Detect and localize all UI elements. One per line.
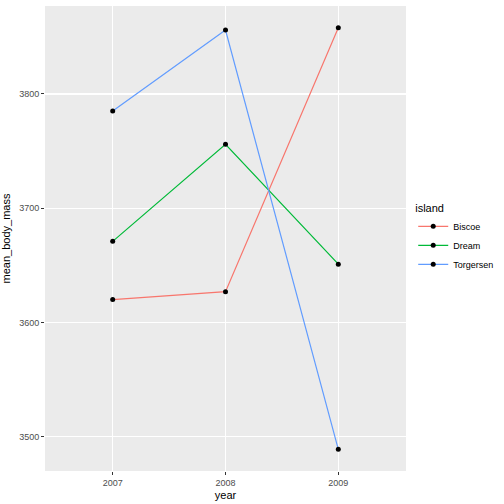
svg-text:2008: 2008 <box>215 478 235 488</box>
svg-text:Biscoe: Biscoe <box>453 222 480 232</box>
svg-text:mean_body_mass: mean_body_mass <box>0 193 12 283</box>
svg-text:3700: 3700 <box>19 203 39 213</box>
svg-text:year: year <box>215 489 237 501</box>
svg-text:3800: 3800 <box>19 89 39 99</box>
svg-text:3500: 3500 <box>19 432 39 442</box>
svg-text:Dream: Dream <box>453 241 480 251</box>
svg-text:Torgersen: Torgersen <box>453 260 493 270</box>
svg-text:2009: 2009 <box>328 478 348 488</box>
svg-text:3600: 3600 <box>19 318 39 328</box>
svg-text:island: island <box>415 202 444 214</box>
svg-text:2007: 2007 <box>103 478 123 488</box>
